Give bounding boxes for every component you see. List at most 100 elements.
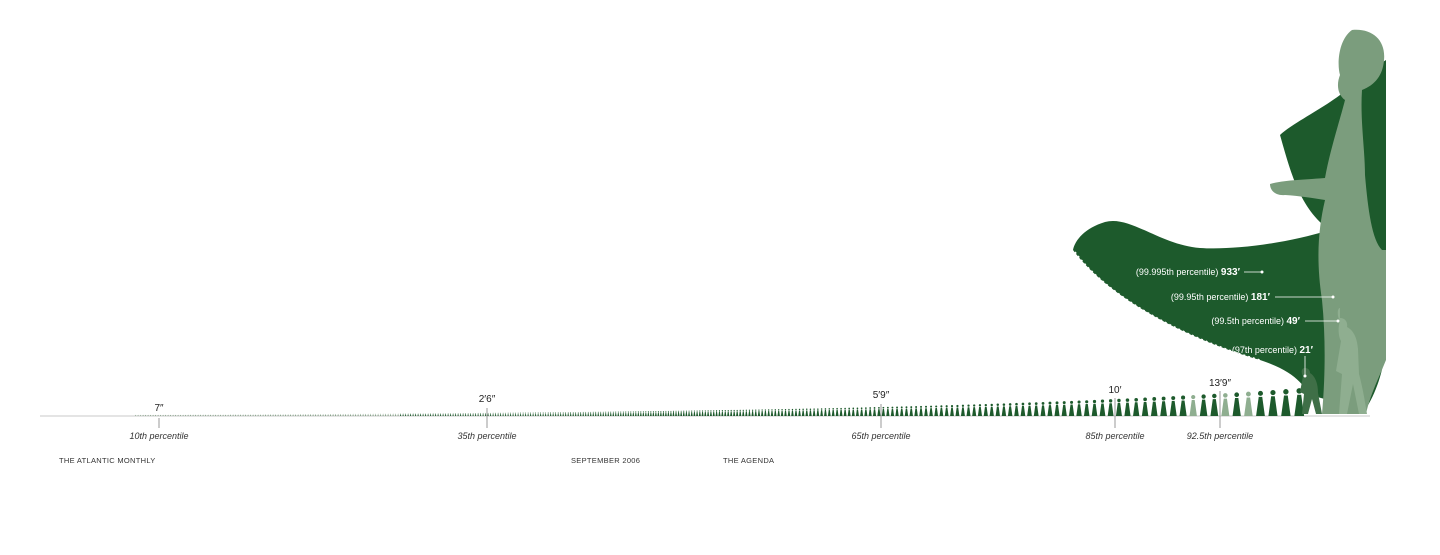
walker: [955, 404, 960, 416]
walker: [864, 407, 868, 416]
walker: [839, 407, 843, 416]
walker: [190, 414, 192, 416]
walker: [824, 408, 827, 416]
walker: [587, 411, 589, 416]
percentile-label: 65th percentile: [851, 431, 910, 441]
section: THE AGENDA: [723, 456, 774, 465]
walker: [780, 409, 784, 416]
walker: [292, 414, 294, 416]
walker: [457, 413, 459, 416]
walker: [757, 409, 761, 416]
walker: [835, 407, 839, 416]
walker: [230, 414, 232, 416]
cape: [1073, 60, 1386, 410]
walker: [929, 405, 933, 416]
walker: [472, 412, 474, 416]
walker: [1179, 395, 1187, 416]
walker: [142, 414, 144, 416]
walker: [267, 414, 269, 416]
walker: [332, 413, 334, 416]
walker: [215, 414, 217, 416]
walker: [395, 413, 397, 416]
walker: [622, 411, 625, 416]
walker: [475, 412, 477, 416]
walker: [1027, 402, 1032, 416]
callout-height: 49′: [1286, 316, 1300, 327]
walker: [966, 404, 971, 416]
walker: [402, 413, 404, 416]
walker: [610, 411, 612, 416]
walker: [520, 412, 522, 416]
walker: [620, 411, 622, 416]
figure: [1336, 308, 1367, 414]
walker: [675, 410, 677, 416]
callout: (99.995th percentile) 933′: [1136, 267, 1264, 278]
walker: [285, 414, 287, 416]
walker: [302, 414, 304, 416]
walker: [560, 412, 562, 416]
walker: [939, 405, 944, 416]
walker: [535, 412, 537, 416]
walker: [877, 406, 881, 416]
height-label: 10′: [1109, 385, 1122, 396]
walker: [507, 412, 509, 416]
walker: [295, 414, 297, 416]
walker: [182, 414, 184, 416]
walker: [801, 408, 805, 416]
walker: [352, 413, 354, 416]
marker: 7″ 10th percentile: [129, 403, 188, 441]
walker: [580, 411, 582, 416]
walker: [305, 414, 307, 416]
walker: [904, 406, 909, 416]
walker: [572, 412, 574, 416]
walker: [380, 413, 382, 416]
walker: [868, 407, 872, 416]
walker: [809, 408, 812, 416]
walker: [150, 414, 152, 416]
walker: [704, 410, 707, 416]
walker: [135, 414, 137, 416]
walker: [315, 414, 317, 416]
percentile-label: 92.5th percentile: [1187, 431, 1254, 441]
walker: [721, 410, 724, 416]
walker: [467, 413, 469, 416]
walker: [517, 412, 519, 416]
walker: [417, 413, 419, 416]
walker: [227, 414, 229, 416]
walker: [977, 404, 983, 416]
walker: [400, 413, 402, 416]
walker: [247, 414, 249, 416]
walker: [265, 414, 267, 416]
walker: [667, 410, 670, 416]
walker: [452, 413, 454, 416]
walker: [860, 407, 864, 416]
walker: [712, 410, 715, 416]
walker: [677, 410, 680, 416]
walker: [872, 407, 877, 416]
walker: [685, 410, 688, 416]
callout-label: (99.995th percentile) 933′: [1136, 267, 1241, 278]
walker: [660, 410, 662, 416]
walker: [602, 411, 605, 416]
walker: [709, 410, 712, 416]
walker: [502, 412, 504, 416]
walker: [693, 410, 696, 416]
marker: 2′6″ 35th percentile: [457, 394, 516, 441]
walker: [222, 414, 224, 416]
walker: [1160, 396, 1168, 416]
walker: [147, 414, 149, 416]
callout-percentile: (99.95th percentile): [1171, 292, 1249, 302]
walker: [280, 414, 282, 416]
walker: [300, 414, 302, 416]
crowd: [135, 388, 1305, 416]
walker: [715, 410, 718, 416]
walker: [900, 406, 904, 416]
walker: [690, 410, 693, 416]
walker: [362, 413, 364, 416]
walker: [642, 411, 645, 416]
callout-label: (99.5th percentile) 49′: [1211, 316, 1300, 327]
walker: [427, 413, 429, 416]
walker: [202, 414, 204, 416]
walker: [724, 410, 727, 416]
walker: [615, 411, 617, 416]
